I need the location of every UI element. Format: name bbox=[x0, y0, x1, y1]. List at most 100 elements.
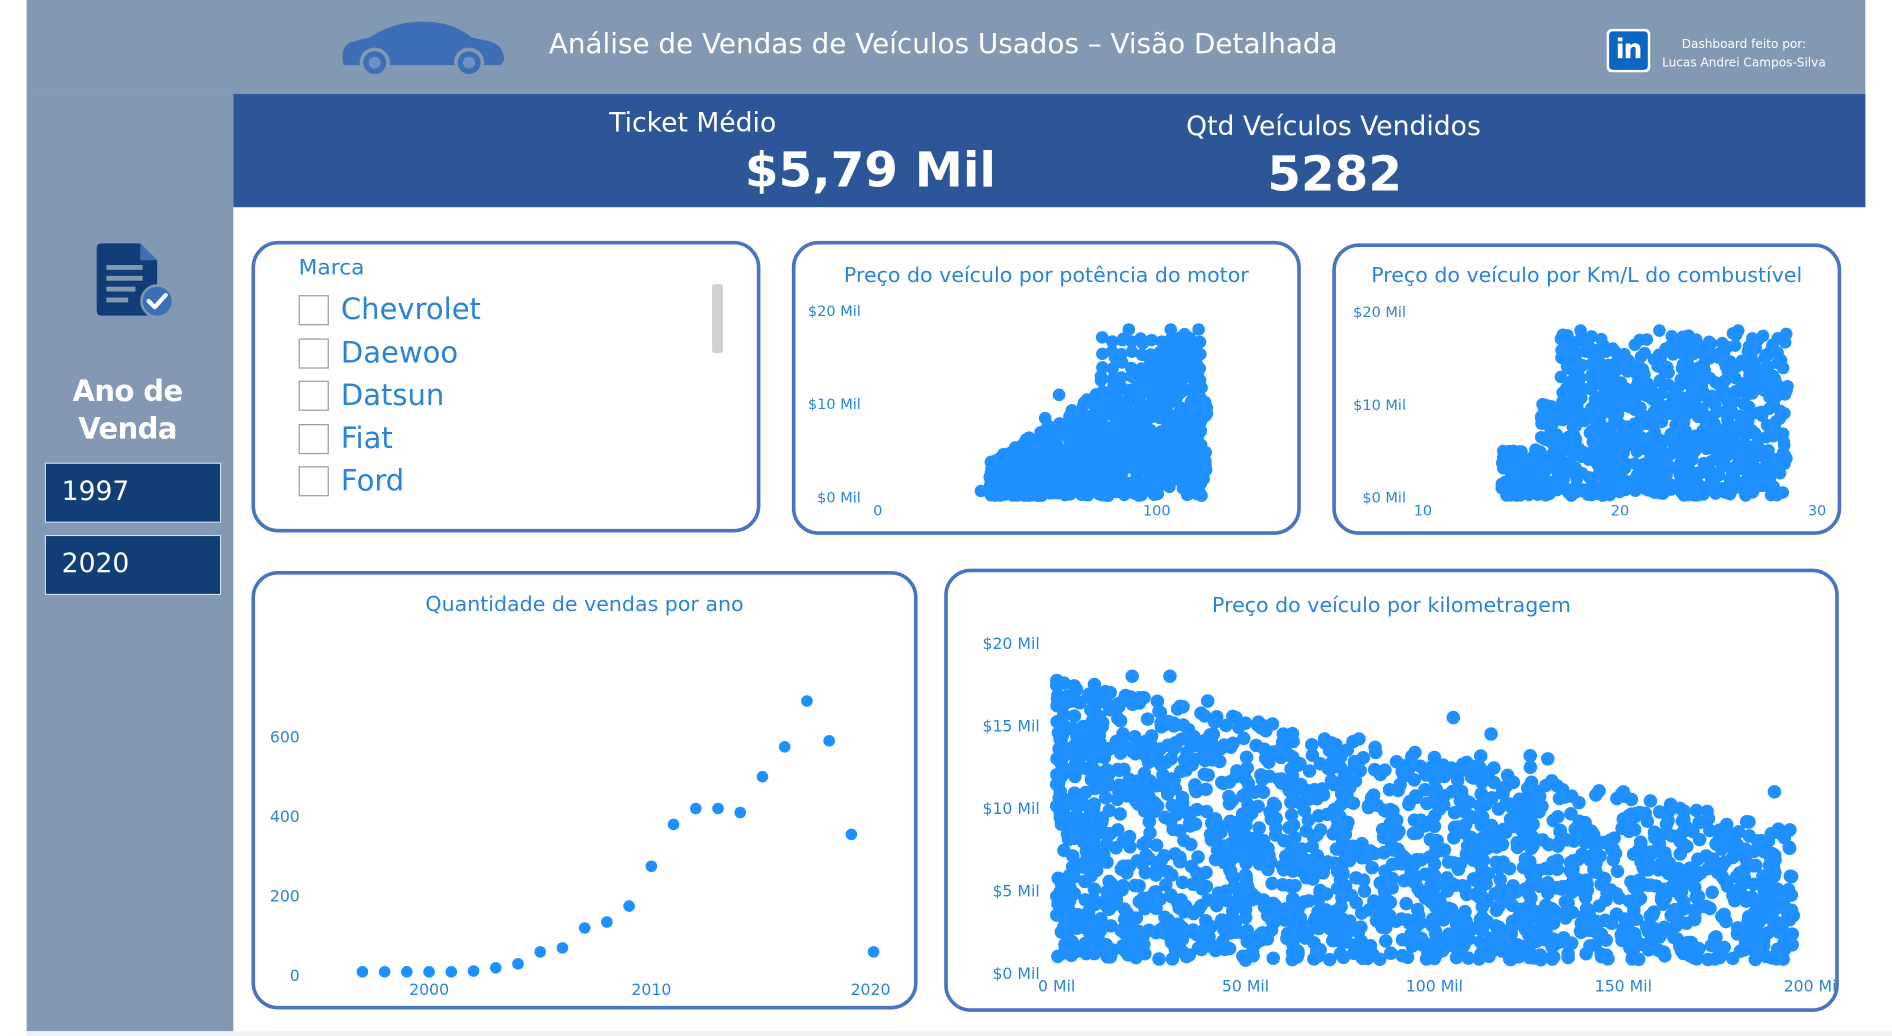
data-point bbox=[1087, 677, 1102, 692]
data-point bbox=[1143, 398, 1157, 411]
data-point bbox=[1215, 913, 1229, 927]
data-point bbox=[1194, 347, 1207, 361]
data-point bbox=[1056, 873, 1070, 887]
year-start-input[interactable]: 1997 bbox=[44, 462, 222, 523]
data-point bbox=[1428, 796, 1443, 810]
data-point bbox=[1184, 859, 1199, 874]
data-point bbox=[1297, 803, 1312, 818]
data-point bbox=[1638, 475, 1651, 488]
data-point bbox=[1601, 952, 1615, 966]
data-point bbox=[1174, 426, 1188, 440]
data-point bbox=[1410, 826, 1425, 840]
data-point bbox=[1311, 949, 1326, 963]
data-point bbox=[1495, 481, 1509, 495]
slicer-scrollbar[interactable] bbox=[712, 284, 723, 353]
x-tick-label: 150 Mil bbox=[1595, 976, 1652, 995]
checkbox[interactable] bbox=[298, 380, 329, 411]
data-point bbox=[1473, 935, 1488, 949]
year-end-input[interactable]: 2020 bbox=[44, 534, 222, 596]
checkbox[interactable] bbox=[298, 424, 329, 455]
data-point bbox=[1210, 817, 1225, 831]
data-point bbox=[1458, 881, 1472, 896]
data-point bbox=[1740, 856, 1755, 871]
data-point bbox=[1349, 871, 1363, 885]
data-point bbox=[1240, 887, 1255, 901]
data-point bbox=[645, 860, 658, 873]
data-point bbox=[1305, 737, 1319, 752]
data-point bbox=[1186, 877, 1200, 892]
data-point bbox=[1777, 830, 1792, 845]
data-point bbox=[1474, 787, 1489, 802]
data-point bbox=[1313, 823, 1328, 837]
data-point bbox=[1070, 440, 1084, 454]
data-point bbox=[1427, 819, 1442, 834]
data-point bbox=[1266, 745, 1281, 759]
data-point bbox=[1399, 896, 1413, 911]
data-point bbox=[1395, 849, 1410, 864]
data-point bbox=[1473, 868, 1488, 882]
data-point bbox=[1585, 330, 1598, 343]
data-point bbox=[1125, 345, 1139, 358]
linkedin-icon[interactable]: in bbox=[1606, 28, 1651, 73]
data-point bbox=[1335, 891, 1349, 905]
data-point bbox=[1716, 459, 1730, 472]
x-tick-label: 0 bbox=[873, 504, 882, 520]
data-point bbox=[1091, 476, 1104, 490]
data-point bbox=[1334, 749, 1348, 764]
data-point bbox=[1163, 480, 1176, 494]
data-point bbox=[1742, 815, 1756, 829]
data-point bbox=[534, 946, 547, 958]
data-point bbox=[778, 741, 791, 753]
data-point bbox=[1445, 784, 1460, 799]
data-point bbox=[1109, 893, 1124, 907]
data-point bbox=[1703, 823, 1717, 838]
checkbox[interactable] bbox=[298, 338, 329, 369]
checkbox[interactable] bbox=[298, 295, 329, 326]
data-point bbox=[1284, 879, 1298, 894]
data-point bbox=[1266, 951, 1281, 966]
checkbox[interactable] bbox=[298, 466, 329, 497]
data-point bbox=[1284, 795, 1298, 810]
data-point bbox=[1378, 763, 1392, 777]
data-point bbox=[1178, 327, 1191, 341]
data-point bbox=[1523, 854, 1537, 869]
data-point bbox=[623, 900, 635, 912]
data-point bbox=[1779, 327, 1793, 341]
data-point bbox=[1103, 470, 1116, 483]
y-tick-label: 200 bbox=[270, 887, 300, 906]
data-point bbox=[1672, 477, 1686, 491]
data-point bbox=[1475, 890, 1490, 905]
data-point bbox=[1124, 450, 1138, 464]
data-point bbox=[1163, 426, 1177, 440]
data-point bbox=[1397, 874, 1411, 888]
data-point bbox=[1524, 775, 1539, 789]
data-point bbox=[1557, 790, 1572, 804]
data-point bbox=[1087, 882, 1102, 897]
data-point bbox=[1068, 694, 1083, 708]
data-point bbox=[1127, 878, 1142, 893]
data-point bbox=[1491, 860, 1506, 874]
data-point bbox=[1050, 889, 1064, 904]
data-point bbox=[1124, 395, 1137, 409]
data-point bbox=[1168, 739, 1183, 753]
data-point bbox=[1455, 940, 1470, 954]
data-point bbox=[356, 966, 369, 978]
data-point bbox=[1447, 806, 1462, 820]
data-point bbox=[1053, 784, 1067, 799]
data-point bbox=[1206, 727, 1221, 741]
data-point bbox=[1725, 951, 1740, 966]
data-point bbox=[1609, 363, 1622, 376]
data-point bbox=[1164, 889, 1179, 904]
data-point bbox=[1105, 425, 1119, 439]
data-point bbox=[1182, 809, 1197, 824]
data-point bbox=[1771, 356, 1784, 370]
data-point bbox=[1334, 787, 1349, 801]
data-point bbox=[1629, 484, 1642, 497]
data-point bbox=[1161, 714, 1176, 729]
data-point bbox=[1782, 841, 1797, 856]
data-point bbox=[1622, 940, 1637, 955]
data-point bbox=[1157, 848, 1172, 863]
chart-title-sales-year: Quantidade de vendas por ano bbox=[425, 592, 744, 617]
data-point bbox=[1496, 786, 1510, 801]
